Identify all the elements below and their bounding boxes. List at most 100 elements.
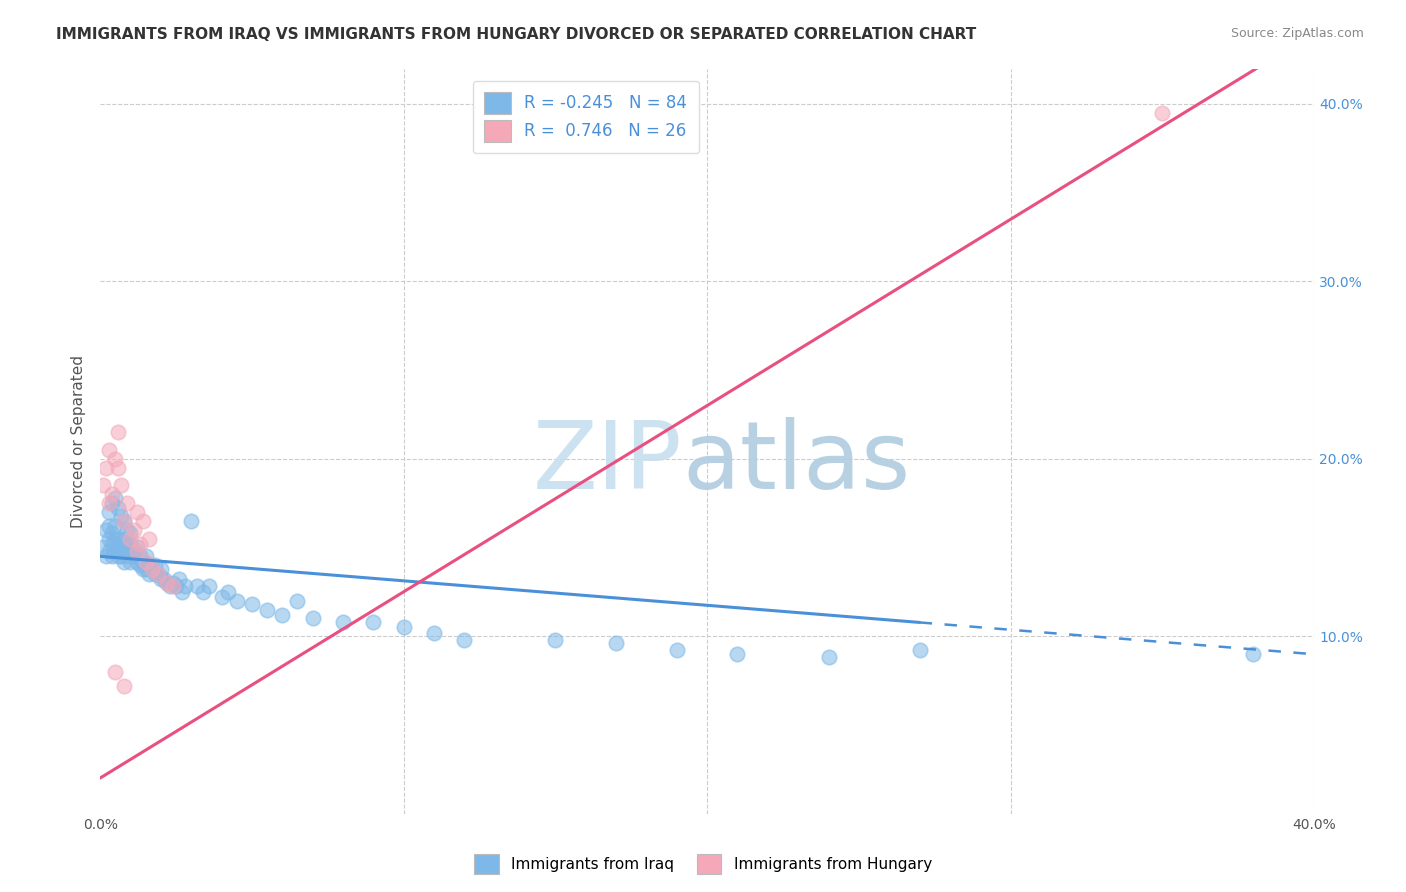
Point [120, 532, 142, 546]
Point [104, 519, 127, 533]
Point [110, 508, 132, 523]
Point [908, 643, 931, 657]
Point [256, 602, 278, 616]
Point [120, 537, 142, 551]
Point [287, 593, 309, 607]
Legend: Immigrants from Iraq, Immigrants from Hungary: Immigrants from Iraq, Immigrants from Hu… [468, 848, 938, 880]
Point [128, 549, 150, 564]
Point [107, 541, 129, 555]
Point [128, 558, 150, 573]
Point [101, 487, 124, 501]
Point [98, 532, 121, 546]
Text: IMMIGRANTS FROM IRAQ VS IMMIGRANTS FROM HUNGARY DIVORCED OR SEPARATED CORRELATIO: IMMIGRANTS FROM IRAQ VS IMMIGRANTS FROM … [56, 27, 977, 42]
Point [104, 665, 127, 679]
Point [138, 558, 160, 573]
Point [96, 460, 118, 475]
Point [101, 549, 124, 564]
Point [174, 579, 197, 593]
Point [107, 460, 129, 475]
Point [91, 478, 114, 492]
Point [240, 597, 263, 611]
Point [392, 620, 415, 634]
Point [149, 562, 172, 576]
Point [131, 555, 153, 569]
Point [110, 537, 132, 551]
Point [96, 549, 118, 564]
Point [186, 579, 208, 593]
Point [149, 573, 172, 587]
Point [217, 584, 239, 599]
Point [112, 532, 135, 546]
Point [112, 544, 135, 558]
Point [361, 615, 384, 629]
Point [107, 549, 129, 564]
Point [117, 523, 139, 537]
Point [98, 519, 121, 533]
Point [146, 567, 169, 582]
Point [98, 442, 121, 457]
Y-axis label: Divorced or Separated: Divorced or Separated [72, 354, 86, 527]
Point [135, 555, 157, 569]
Point [453, 632, 475, 647]
Point [104, 451, 127, 466]
Point [104, 491, 127, 505]
Point [665, 643, 688, 657]
Legend: R = -0.245   N = 84, R =  0.746   N = 26: R = -0.245 N = 84, R = 0.746 N = 26 [472, 80, 699, 153]
Point [271, 607, 294, 622]
Point [98, 505, 121, 519]
Point [117, 541, 139, 555]
Text: ZIP: ZIP [533, 417, 683, 509]
Point [125, 541, 148, 555]
Point [110, 549, 132, 564]
Point [156, 576, 179, 591]
Point [727, 647, 749, 661]
Point [162, 576, 184, 591]
Point [101, 537, 124, 551]
Point [143, 567, 166, 582]
Point [1241, 647, 1264, 661]
Point [122, 549, 145, 564]
Text: atlas: atlas [683, 417, 911, 509]
Point [141, 562, 163, 576]
Point [120, 544, 142, 558]
Point [180, 514, 202, 528]
Point [120, 526, 142, 541]
Point [301, 611, 323, 625]
Point [162, 579, 184, 593]
Point [125, 544, 148, 558]
Point [110, 478, 132, 492]
Point [167, 573, 190, 587]
Point [138, 532, 160, 546]
Point [135, 562, 157, 576]
Point [107, 501, 129, 516]
Point [128, 537, 150, 551]
Point [110, 544, 132, 558]
Point [165, 579, 187, 593]
Point [143, 558, 166, 573]
Point [817, 650, 839, 665]
Point [122, 523, 145, 537]
Point [112, 514, 135, 528]
Point [156, 576, 179, 591]
Point [107, 532, 129, 546]
Point [122, 544, 145, 558]
Point [101, 496, 124, 510]
Point [332, 615, 354, 629]
Point [107, 425, 129, 439]
Point [605, 636, 627, 650]
Point [131, 562, 153, 576]
Point [125, 505, 148, 519]
Point [112, 514, 135, 528]
Point [104, 532, 127, 546]
Point [153, 573, 176, 587]
Point [138, 567, 160, 582]
Point [544, 632, 567, 647]
Point [211, 590, 233, 604]
Point [225, 593, 247, 607]
Point [146, 567, 169, 582]
Point [96, 523, 118, 537]
Point [117, 496, 139, 510]
Point [170, 584, 193, 599]
Point [120, 555, 142, 569]
Point [125, 555, 148, 569]
